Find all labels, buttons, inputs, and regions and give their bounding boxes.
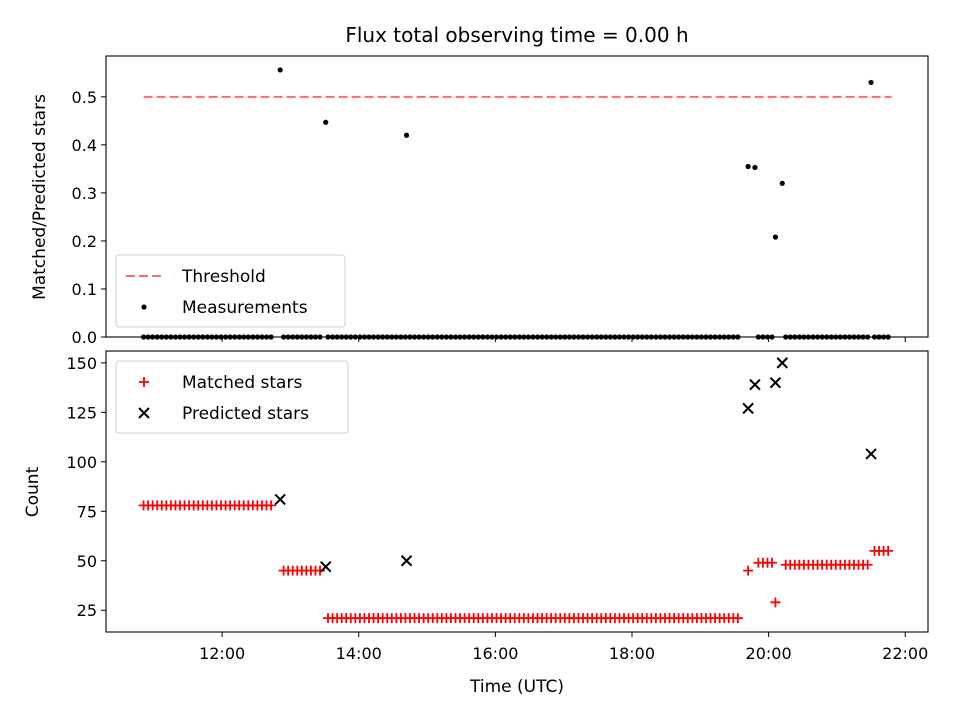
y-tick-label: 150 [66, 354, 97, 373]
measurement-point [772, 234, 779, 240]
legend-matched-swatch [139, 377, 149, 387]
measurement-point [779, 180, 785, 186]
bottom-y-axis-label: Count [23, 466, 43, 517]
predicted-star-point [865, 448, 877, 460]
measurement-point [277, 67, 283, 73]
y-tick-label: 50 [77, 552, 97, 571]
y-tick-label: 125 [66, 403, 97, 422]
legend-label: Predicted stars [182, 404, 309, 424]
y-tick-label: 0.4 [72, 136, 97, 155]
legend-box [115, 254, 346, 328]
y-tick-label: 75 [77, 502, 97, 521]
measurement-point [323, 119, 329, 125]
predicted-star-point [320, 560, 332, 573]
x-tick-label: 20:00 [746, 644, 792, 663]
y-tick-label: 0.2 [72, 232, 97, 251]
y-tick-label: 0.0 [72, 328, 97, 347]
plot-top: 0.0 0.1 0.2 0.3 0.4 0.5 Threshold Measurements [72, 55, 929, 347]
matched-star-point [266, 500, 277, 511]
predicted-star-point [776, 357, 788, 369]
measurement-point [752, 164, 758, 171]
matched-star-point [767, 557, 778, 568]
axes-frame [105, 55, 929, 338]
x-tick-label: 22:00 [882, 644, 928, 663]
matched-star-point [770, 597, 781, 608]
axes-frame [105, 350, 929, 633]
legend-predicted-swatch [138, 407, 150, 419]
chart-title: Flux total observing time = 0.00 h [345, 23, 688, 47]
matched-star-point [315, 565, 326, 576]
legend-label: Threshold [181, 267, 266, 287]
x-tick-label: 18:00 [609, 644, 655, 663]
legend-measurement-swatch [141, 304, 147, 310]
legend-box [115, 360, 349, 434]
predicted-star-point [400, 555, 413, 567]
legend-label: Measurements [182, 298, 308, 318]
plot-bottom: 25 50 75 100 125 150 12:00 14:00 16:00 18:00 20:00… [66, 350, 929, 663]
x-axis-label: Time (UTC) [469, 677, 564, 697]
measurement-point [403, 132, 410, 138]
matched-star-point [883, 545, 894, 556]
x-tick-label: 12:00 [199, 644, 245, 663]
predicted-star-point [742, 402, 754, 415]
marks [138, 357, 894, 624]
x-tick-label: 16:00 [472, 644, 518, 663]
matched-star-point [732, 613, 743, 624]
x-tick-label: 14:00 [336, 644, 382, 663]
top-y-axis-label: Matched/Predicted stars [30, 94, 50, 300]
y-tick-label: 25 [77, 601, 97, 620]
predicted-star-point [274, 493, 286, 506]
measurement-point [745, 163, 751, 170]
y-tick-label: 0.5 [72, 88, 97, 107]
predicted-star-point [749, 378, 761, 391]
legend-label: Matched stars [182, 373, 302, 393]
y-tick-label: 0.3 [72, 184, 97, 203]
predicted-star-point [769, 376, 782, 389]
matched-star-point [743, 565, 754, 576]
y-tick-label: 0.1 [72, 280, 97, 299]
y-tick-label: 100 [66, 453, 97, 472]
measurement-point [868, 79, 874, 86]
matched-star-point [862, 559, 873, 570]
